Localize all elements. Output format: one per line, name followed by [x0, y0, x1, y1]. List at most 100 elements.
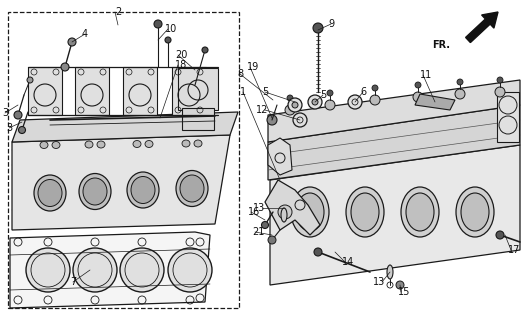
- Text: 2: 2: [115, 7, 121, 17]
- Ellipse shape: [456, 187, 494, 237]
- Ellipse shape: [52, 141, 60, 148]
- Ellipse shape: [165, 37, 171, 43]
- Ellipse shape: [261, 221, 269, 228]
- Text: 5: 5: [320, 90, 326, 100]
- Ellipse shape: [85, 141, 93, 148]
- Text: 10: 10: [165, 24, 177, 34]
- Ellipse shape: [495, 87, 505, 97]
- Text: 20: 20: [175, 50, 187, 60]
- Ellipse shape: [287, 95, 293, 101]
- Bar: [123, 67, 157, 115]
- Ellipse shape: [346, 187, 384, 237]
- Ellipse shape: [27, 77, 33, 83]
- Text: 8: 8: [237, 69, 243, 79]
- Text: 3: 3: [6, 123, 12, 133]
- Ellipse shape: [182, 140, 190, 147]
- Ellipse shape: [312, 99, 318, 105]
- Ellipse shape: [61, 63, 69, 71]
- Ellipse shape: [292, 102, 298, 108]
- Text: 19: 19: [247, 62, 259, 72]
- Ellipse shape: [308, 95, 322, 109]
- Ellipse shape: [457, 79, 463, 85]
- Text: 13: 13: [373, 277, 385, 287]
- Text: 14: 14: [342, 257, 354, 267]
- Ellipse shape: [202, 47, 208, 53]
- Ellipse shape: [455, 89, 465, 99]
- Ellipse shape: [415, 82, 421, 88]
- FancyArrow shape: [466, 12, 498, 43]
- Text: 4: 4: [82, 29, 88, 39]
- Text: 7: 7: [70, 277, 76, 287]
- Ellipse shape: [120, 248, 164, 292]
- Ellipse shape: [325, 100, 335, 110]
- Ellipse shape: [79, 173, 111, 210]
- Ellipse shape: [496, 231, 504, 239]
- Ellipse shape: [14, 111, 22, 119]
- Polygon shape: [270, 145, 520, 285]
- Ellipse shape: [26, 248, 70, 292]
- Text: 18: 18: [175, 60, 187, 70]
- Polygon shape: [12, 112, 238, 142]
- Ellipse shape: [19, 126, 25, 133]
- Ellipse shape: [38, 180, 62, 206]
- Ellipse shape: [406, 193, 434, 231]
- Bar: [178, 68, 218, 110]
- Text: 6: 6: [360, 87, 366, 97]
- Text: FR.: FR.: [432, 40, 450, 50]
- Ellipse shape: [314, 248, 322, 256]
- Bar: [497, 92, 519, 142]
- Ellipse shape: [194, 140, 202, 147]
- Ellipse shape: [68, 38, 76, 46]
- Ellipse shape: [497, 77, 503, 83]
- Bar: [8, 12, 239, 308]
- Polygon shape: [12, 135, 230, 230]
- Polygon shape: [268, 138, 292, 175]
- Ellipse shape: [401, 187, 439, 237]
- Text: 5: 5: [262, 87, 268, 97]
- Polygon shape: [415, 94, 455, 110]
- Ellipse shape: [133, 140, 141, 148]
- Ellipse shape: [372, 85, 378, 91]
- Text: 3: 3: [2, 108, 8, 118]
- Polygon shape: [10, 232, 210, 308]
- Ellipse shape: [145, 140, 153, 148]
- Text: 15: 15: [398, 287, 410, 297]
- Ellipse shape: [396, 281, 404, 289]
- Polygon shape: [268, 80, 520, 142]
- Text: 12: 12: [255, 105, 268, 115]
- Ellipse shape: [127, 172, 159, 208]
- Ellipse shape: [34, 175, 66, 211]
- Ellipse shape: [351, 193, 379, 231]
- Ellipse shape: [154, 20, 162, 28]
- Ellipse shape: [293, 113, 307, 127]
- Text: 9: 9: [328, 19, 334, 29]
- Ellipse shape: [267, 115, 277, 125]
- Ellipse shape: [73, 248, 117, 292]
- Ellipse shape: [461, 193, 489, 231]
- Ellipse shape: [176, 171, 208, 206]
- Ellipse shape: [285, 105, 295, 115]
- Ellipse shape: [268, 236, 276, 244]
- Ellipse shape: [327, 90, 333, 96]
- Text: 13: 13: [253, 203, 265, 213]
- Bar: [75, 67, 109, 115]
- Bar: [28, 67, 62, 115]
- Ellipse shape: [278, 205, 292, 219]
- Text: 17: 17: [508, 245, 520, 255]
- Ellipse shape: [83, 178, 107, 205]
- Ellipse shape: [291, 187, 329, 237]
- Ellipse shape: [296, 193, 324, 231]
- Text: 16: 16: [248, 207, 260, 217]
- Ellipse shape: [313, 23, 323, 33]
- Ellipse shape: [180, 175, 204, 202]
- Text: 21: 21: [252, 227, 264, 237]
- Ellipse shape: [387, 265, 393, 279]
- Text: 11: 11: [420, 70, 432, 80]
- Polygon shape: [268, 105, 520, 180]
- Ellipse shape: [413, 92, 423, 102]
- Ellipse shape: [168, 248, 212, 292]
- Ellipse shape: [40, 141, 48, 148]
- Bar: [172, 67, 206, 115]
- Ellipse shape: [370, 95, 380, 105]
- Ellipse shape: [288, 98, 302, 112]
